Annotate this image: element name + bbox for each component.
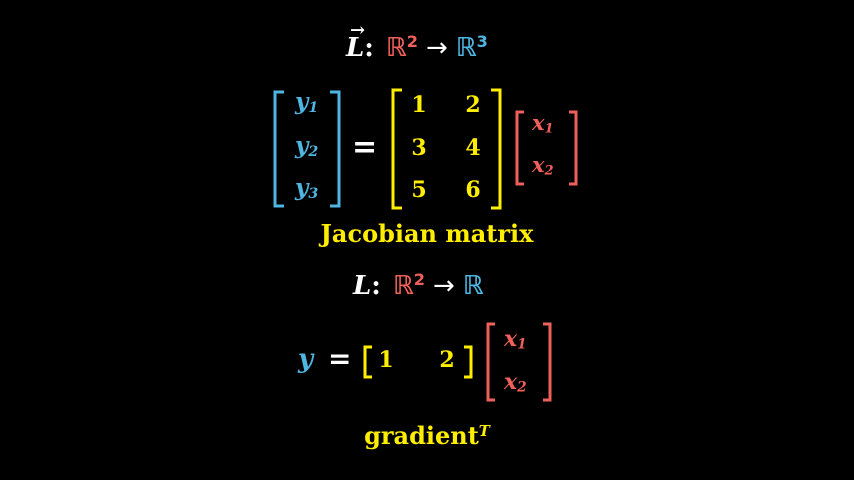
y-entry: y1 — [295, 88, 319, 116]
matrix-cell: 5 — [411, 177, 427, 203]
x-vector-left-bracket — [515, 110, 524, 186]
domain-power: 2 — [406, 32, 418, 52]
codomain-space: ℝ3 — [456, 33, 488, 63]
jacobian-caption: Jacobian matrix — [320, 219, 534, 248]
map-arrow: → — [425, 33, 448, 63]
x-vector-left-bracket — [486, 322, 495, 402]
domain-space: ℝ2 — [393, 271, 425, 301]
vector-map-signature: → L : ℝ2 → ℝ3 — [346, 20, 488, 68]
scalar-map-signature: L : ℝ2 → ℝ — [353, 266, 484, 306]
vector-arrow-accent: → — [350, 20, 366, 41]
row-cell: 2 — [439, 347, 455, 373]
codomain-power: 3 — [476, 32, 488, 52]
row-right-bracket — [464, 345, 473, 379]
codomain-base: ℝ — [455, 33, 477, 63]
domain-base: ℝ — [385, 33, 407, 63]
matrix-right-bracket — [491, 88, 502, 210]
signature-colon: : — [364, 33, 374, 63]
y-vector-right-bracket — [330, 90, 341, 208]
equals-sign: = — [352, 130, 378, 165]
map-symbol-letter: L — [346, 33, 365, 63]
matrix-cell: 2 — [465, 92, 481, 118]
gradient-caption-word: gradient — [364, 421, 479, 450]
x-vector-right-bracket — [569, 110, 578, 186]
codomain-space: ℝ — [462, 271, 484, 301]
map-arrow: → — [432, 271, 455, 301]
y-vector-left-bracket — [273, 90, 284, 208]
map-symbol-letter: L — [353, 271, 372, 301]
y-entry: y3 — [295, 174, 319, 202]
x-entry: x2 — [532, 152, 554, 179]
row-left-bracket — [363, 345, 372, 379]
x-entry: x1 — [504, 326, 527, 353]
matrix-cell: 3 — [411, 135, 427, 161]
y-scalar: y — [298, 344, 314, 374]
signature-colon: : — [371, 271, 381, 301]
map-symbol-vector: → L — [346, 20, 365, 63]
domain-power: 2 — [413, 270, 425, 290]
matrix-left-bracket — [391, 88, 402, 210]
domain-space: ℝ2 — [386, 33, 418, 63]
matrix-cell: 1 — [411, 92, 427, 118]
transpose-mark: T — [478, 421, 490, 440]
matrix-cell: 4 — [465, 135, 481, 161]
equals-sign: = — [328, 342, 352, 375]
matrix-cell: 6 — [465, 177, 481, 203]
y-entry: y2 — [295, 132, 319, 160]
row-cell: 1 — [378, 347, 394, 373]
gradient-caption: gradientT — [0, 421, 854, 450]
domain-base: ℝ — [392, 271, 414, 301]
x-vector-right-bracket — [543, 322, 552, 402]
x-entry: x1 — [532, 110, 554, 137]
x-entry: x2 — [504, 369, 527, 396]
